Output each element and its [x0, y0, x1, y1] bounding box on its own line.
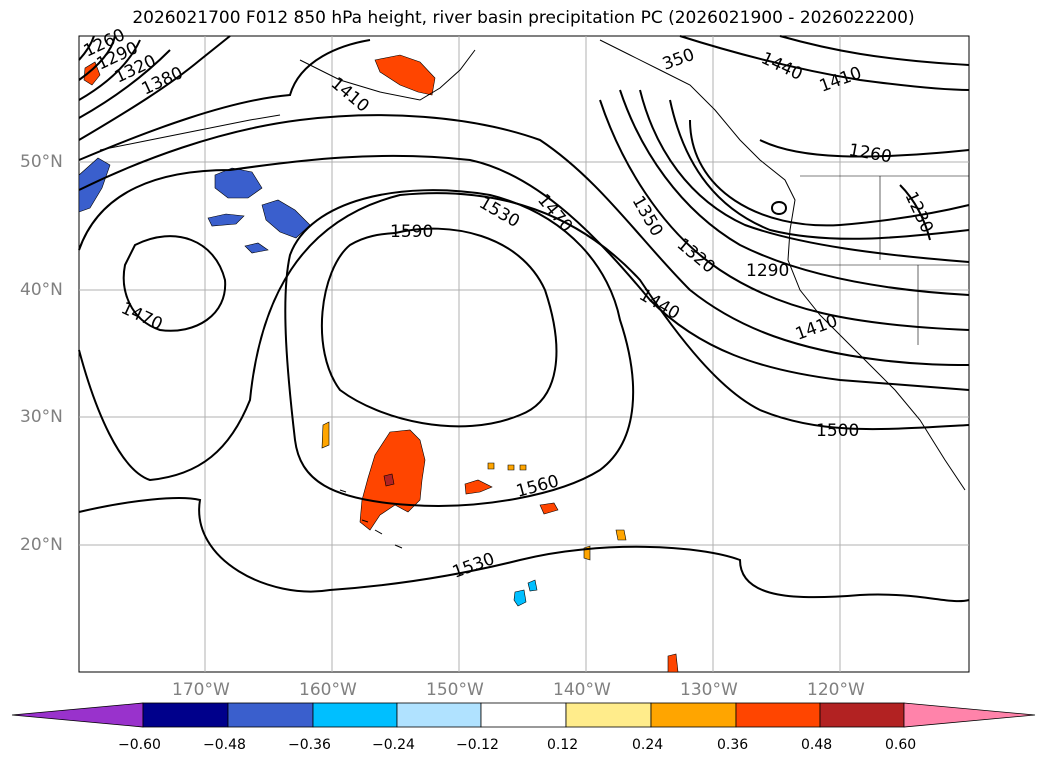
contour-label: 1590 — [390, 222, 433, 242]
colorbar-swatch — [735, 702, 821, 728]
map-frame — [78, 35, 970, 673]
contour-low-center — [770, 201, 788, 215]
lat-label: 30°N — [20, 407, 63, 427]
precip-positive-nw — [83, 61, 101, 86]
colorbar-tick-label: −0.36 — [288, 737, 331, 753]
coastline-hawaii — [339, 489, 403, 549]
coastline-aleutians — [99, 114, 281, 151]
lon-label: 130°W — [680, 680, 738, 700]
contour-1380 — [78, 35, 970, 296]
colorbar-swatch — [565, 702, 652, 728]
precip-positive-small-1 — [539, 502, 559, 515]
contour-1560 — [284, 189, 635, 507]
map-title: 2026021700 F012 850 hPa height, river ba… — [132, 8, 915, 28]
precip-negative-west — [78, 157, 111, 213]
colorbar-tick-label: 0.36 — [717, 737, 749, 753]
state-borders — [800, 175, 969, 345]
contour-1440-north — [679, 35, 970, 91]
lon-label: 120°W — [807, 680, 865, 700]
contour-1470-outer — [78, 154, 970, 391]
colorbar-swatch — [396, 702, 482, 728]
colorbar-tick-label: 0.24 — [632, 737, 664, 753]
contour-1320 — [78, 39, 970, 240]
colorbar-swatch — [480, 702, 567, 728]
contour-1470 — [122, 235, 227, 332]
lon-label: 160°W — [299, 680, 357, 700]
contour-1500 — [78, 192, 970, 482]
contour-label: 1500 — [816, 421, 859, 441]
precip-positive-small-3 — [615, 529, 627, 541]
colorbar-extend-right — [903, 702, 1036, 728]
precip-positive-hawaii-core — [383, 473, 395, 487]
contour-1410-north — [779, 35, 970, 66]
contour-1590 — [320, 227, 558, 428]
colorbar-swatch — [142, 702, 229, 728]
colorbar-tick-label: −0.60 — [118, 737, 161, 753]
colorbar — [11, 702, 1036, 728]
lat-label: 40°N — [20, 280, 63, 300]
precip-negative-south — [513, 579, 538, 607]
coastline-north-america-west — [599, 39, 966, 491]
contour-label: 1290 — [746, 261, 789, 281]
height-contours — [78, 35, 970, 603]
precip-positive-small-2 — [321, 421, 330, 449]
contour-1230 — [899, 184, 931, 241]
precip-positive-dots — [487, 462, 527, 471]
contour-1410 — [78, 39, 970, 331]
colorbar-swatch — [312, 702, 398, 728]
precip-negative-aleutian-3 — [207, 213, 245, 227]
colorbar-tick-label: −0.24 — [372, 737, 415, 753]
colorbar-extend-left — [11, 702, 144, 728]
contour-1440 — [78, 114, 970, 366]
colorbar-tick-label: −0.48 — [203, 737, 246, 753]
lon-label: 140°W — [553, 680, 611, 700]
precip-positive-east — [464, 479, 493, 495]
precip-negative-aleutian-4 — [244, 242, 269, 254]
contour-1350 — [78, 49, 970, 263]
colorbar-tick-label: −0.12 — [456, 737, 499, 753]
lat-label: 50°N — [20, 152, 63, 172]
precip-positive-south — [667, 653, 679, 673]
lat-label: 20°N — [20, 535, 63, 555]
colorbar-swatch — [819, 702, 905, 728]
colorbar-tick-label: 0.48 — [801, 737, 833, 753]
precip-negative-aleutian-2 — [261, 199, 311, 239]
colorbar-tick-label: 0.12 — [547, 737, 579, 753]
lon-label: 170°W — [172, 680, 230, 700]
precip-positive-alaska — [374, 54, 436, 96]
lon-label: 150°W — [426, 680, 484, 700]
contour-1290 — [78, 35, 970, 227]
contour-1260 — [78, 35, 970, 158]
colorbar-tick-label: 0.60 — [885, 737, 917, 753]
colorbar-swatch — [227, 702, 314, 728]
coastline-alaska-south — [299, 49, 476, 101]
coastlines — [99, 39, 969, 549]
contour-1530 — [78, 497, 970, 603]
colorbar-swatch — [650, 702, 737, 728]
